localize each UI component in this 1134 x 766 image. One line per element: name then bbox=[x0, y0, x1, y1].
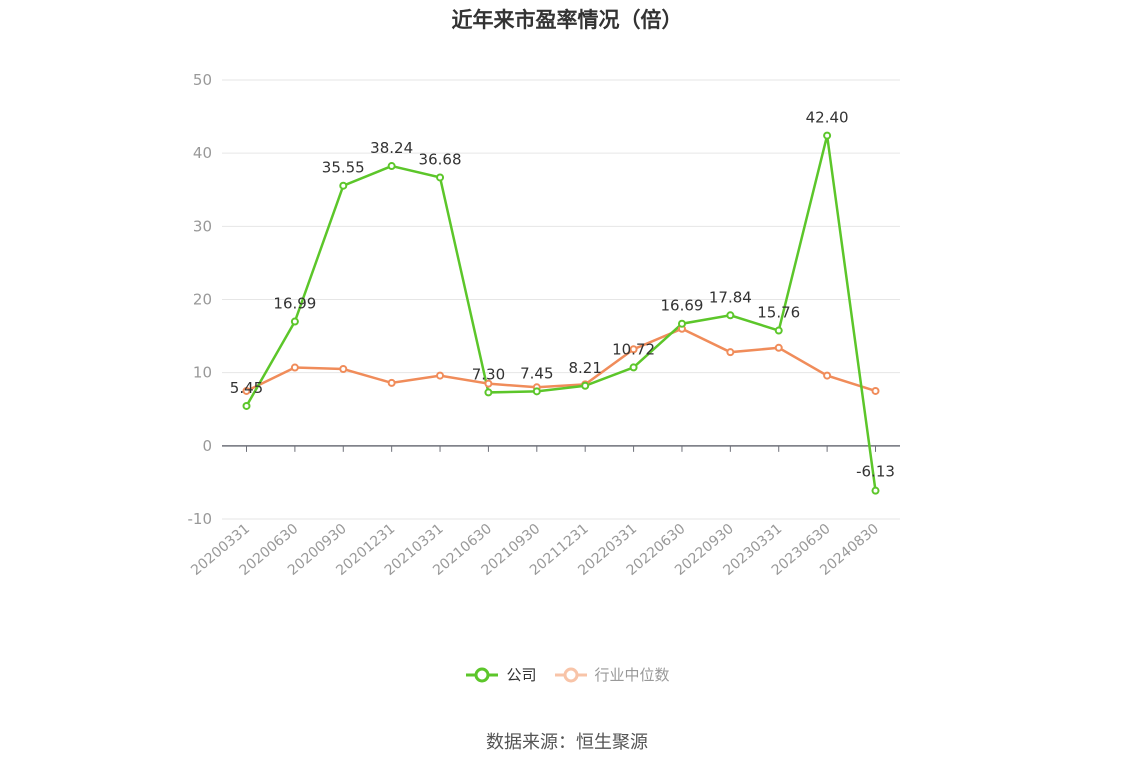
data-label: 5.45 bbox=[230, 379, 263, 397]
data-point bbox=[871, 486, 880, 495]
data-label: 10.72 bbox=[612, 340, 655, 358]
legend-label-company: 公司 bbox=[506, 666, 537, 684]
grid-lines bbox=[222, 79, 900, 520]
data-source: 数据来源：恒生聚源 bbox=[486, 732, 648, 753]
legend-label-industry-median: 行业中位数 bbox=[594, 666, 670, 684]
data-point bbox=[823, 371, 832, 380]
data-label: -6.13 bbox=[856, 463, 895, 481]
data-label: 38.24 bbox=[370, 139, 413, 157]
y-tick-label: 10 bbox=[193, 364, 212, 382]
y-axis: 50 40 30 20 10 0 -10 bbox=[188, 71, 213, 528]
data-point bbox=[823, 131, 832, 140]
data-label: 35.55 bbox=[322, 159, 365, 177]
series-points bbox=[242, 131, 880, 495]
data-point bbox=[774, 343, 783, 352]
data-point bbox=[677, 319, 686, 328]
data-point bbox=[774, 326, 783, 335]
legend: 公司 行业中位数 bbox=[0, 664, 1134, 685]
data-point bbox=[532, 387, 541, 396]
data-point bbox=[484, 388, 493, 397]
legend-item-industry-median[interactable]: 行业中位数 bbox=[553, 664, 670, 685]
y-tick-label: 30 bbox=[193, 217, 212, 235]
chart-title: 近年来市盈率情况（倍） bbox=[451, 8, 683, 32]
y-tick-label: -10 bbox=[188, 510, 213, 528]
data-point bbox=[726, 348, 735, 357]
series-lines bbox=[245, 135, 877, 491]
data-point bbox=[339, 181, 348, 190]
data-point bbox=[436, 371, 445, 380]
series-line bbox=[245, 327, 876, 393]
data-point bbox=[726, 311, 735, 320]
legend-marker-industry-median bbox=[554, 667, 587, 682]
y-tick-label: 50 bbox=[193, 71, 212, 89]
y-tick-label: 20 bbox=[193, 291, 212, 309]
y-tick-label: 0 bbox=[202, 437, 212, 455]
data-label: 7.45 bbox=[520, 364, 553, 382]
data-label: 8.21 bbox=[568, 359, 601, 377]
data-point bbox=[387, 162, 396, 171]
legend-item-company[interactable]: 公司 bbox=[464, 664, 537, 685]
data-label: 17.84 bbox=[709, 288, 752, 306]
data-point bbox=[339, 365, 348, 374]
data-point bbox=[629, 345, 638, 354]
data-label: 15.76 bbox=[757, 304, 800, 322]
data-point bbox=[387, 378, 396, 387]
data-point bbox=[581, 381, 590, 390]
data-point bbox=[290, 363, 299, 372]
data-point bbox=[242, 386, 251, 395]
data-point bbox=[871, 386, 880, 395]
y-tick-label: 40 bbox=[193, 144, 212, 162]
data-point bbox=[629, 363, 638, 372]
data-point bbox=[436, 173, 445, 182]
data-label: 36.68 bbox=[419, 150, 462, 168]
data-label: 42.40 bbox=[806, 109, 849, 127]
line-chart: 50 40 30 20 10 0 -10 2020033120200630202009302… bbox=[188, 71, 900, 579]
data-point bbox=[290, 317, 299, 326]
data-label: 7.30 bbox=[472, 365, 505, 383]
data-point bbox=[484, 379, 493, 388]
data-labels: 5.45 16.99 35.55 38.24 36.68 7.30 7.45 8.21 10.7… bbox=[230, 109, 895, 481]
data-label: 16.99 bbox=[273, 295, 316, 313]
legend-marker-company bbox=[466, 667, 499, 682]
data-point bbox=[242, 401, 251, 410]
series-line bbox=[245, 135, 877, 491]
x-axis: 2020033120200630202009302020123120210331… bbox=[188, 445, 900, 579]
data-label: 16.69 bbox=[660, 297, 703, 315]
